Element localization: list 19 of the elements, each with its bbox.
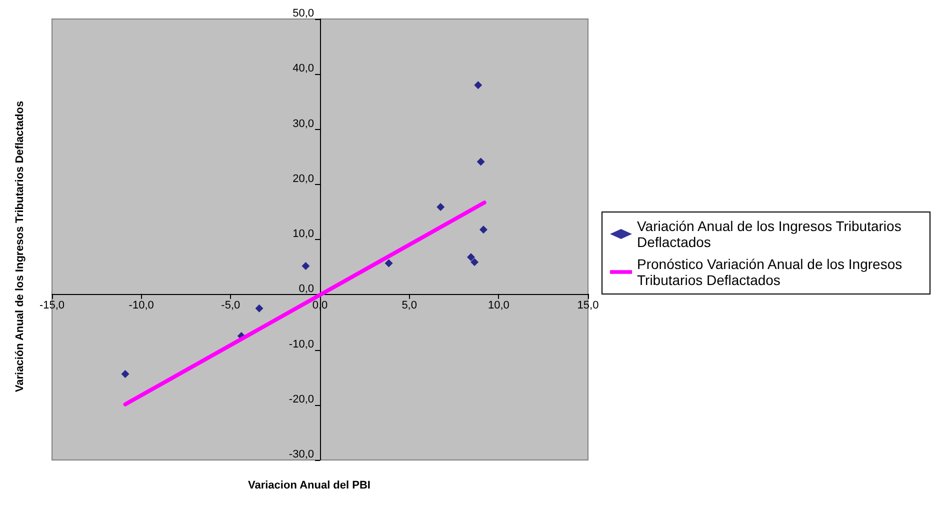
y-tick-label: 20,0 <box>292 172 314 185</box>
x-tick-label: 5,0 <box>402 299 417 312</box>
y-tick-label: 50,0 <box>292 8 314 20</box>
y-axis-title: Variación Anual de los Ingresos Tributarios Deflactados <box>14 100 26 392</box>
y-tick-label: 40,0 <box>292 62 314 75</box>
x-tick-label: 10,0 <box>488 299 510 312</box>
y-tick-label: -30,0 <box>288 448 314 460</box>
y-tick-label: 30,0 <box>292 118 314 130</box>
y-tick-label: -20,0 <box>288 393 314 406</box>
x-tick-label: -5,0 <box>221 299 240 312</box>
legend-label: Pronóstico Variación Anual de los Ingresos Tributarios Deflactados <box>637 256 906 288</box>
y-tick-label: -10,0 <box>288 338 314 350</box>
y-tick-label: 10,0 <box>292 228 314 240</box>
x-tick-label: 15,0 <box>577 299 599 312</box>
x-axis-title: Variacion Anual del PBI <box>248 480 370 492</box>
legend-label: Variación Anual de los Ingresos Tributarios Deflactados <box>637 218 906 250</box>
x-tick-label: -15,0 <box>39 299 65 312</box>
y-tick-label: 0,0 <box>298 283 314 296</box>
x-tick-label: -10,0 <box>128 299 154 312</box>
